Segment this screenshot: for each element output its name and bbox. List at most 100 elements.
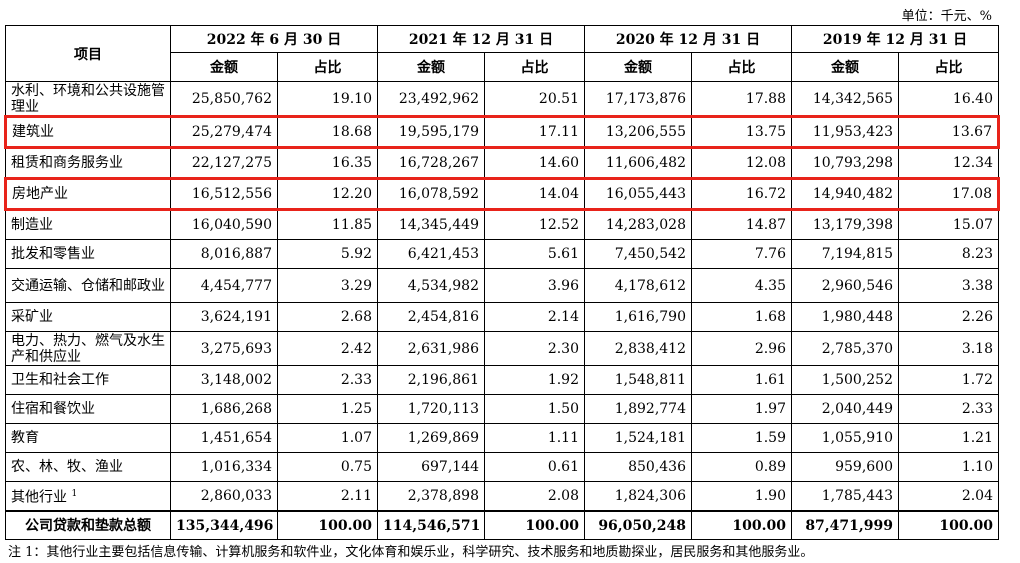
total-amount-cell: 96,050,248 [584, 510, 692, 540]
ratio-cell: 17.08 [898, 177, 1000, 211]
loan-industry-table: 项目 2022 年 6 月 30 日 2021 年 12 月 31 日 2020… [4, 25, 1000, 540]
industry-name-cell: 教育 [5, 423, 171, 453]
industry-name: 批发和零售业 [11, 246, 95, 262]
amount-cell: 1,686,268 [170, 394, 278, 424]
amount-cell: 6,421,453 [377, 239, 485, 269]
ratio-cell: 2.68 [277, 302, 378, 332]
footnote: 注 1：其他行业主要包括信息传输、计算机服务和软件业，文化体育和娱乐业，科学研究… [8, 545, 814, 560]
ratio-cell: 3.18 [898, 331, 999, 366]
ratio-cell: 4.35 [691, 268, 792, 303]
ratio-header: 占比 [484, 52, 585, 82]
total-amount-cell: 135,344,496 [170, 510, 278, 540]
amount-cell: 1,269,869 [377, 423, 485, 453]
amount-header: 金额 [791, 52, 899, 82]
ratio-cell: 19.10 [277, 81, 378, 117]
industry-name-cell: 农、林、牧、渔业 [5, 452, 171, 482]
ratio-cell: 2.96 [691, 331, 792, 366]
industry-name-cell: 租赁和商务服务业 [5, 147, 171, 179]
ratio-cell: 20.51 [484, 81, 585, 117]
industry-name: 其他行业 [11, 489, 67, 506]
ratio-cell: 2.26 [898, 302, 999, 332]
total-ratio-cell: 100.00 [484, 510, 585, 540]
industry-name-cell: 建筑业 [4, 115, 171, 149]
amount-cell: 2,860,033 [170, 481, 278, 512]
amount-cell: 1,824,306 [584, 481, 692, 512]
amount-cell: 4,454,777 [170, 268, 278, 303]
ratio-cell: 13.67 [898, 115, 1000, 149]
industry-name-cell: 其他行业 1 [5, 481, 171, 512]
ratio-cell: 3.38 [898, 268, 999, 303]
ratio-cell: 2.14 [484, 302, 585, 332]
amount-cell: 14,342,565 [791, 81, 899, 117]
unit-label: 单位：千元、% [901, 9, 992, 24]
table-row-highlighted: 建筑业 25,279,474 18.68 19,595,179 17.11 13,206,… [4, 115, 1000, 149]
ratio-cell: 1.10 [898, 452, 999, 482]
total-amount-cell: 87,471,999 [791, 510, 899, 540]
ratio-cell: 1.50 [484, 394, 585, 424]
amount-cell: 11,606,482 [584, 147, 692, 179]
industry-name: 农、林、牧、渔业 [11, 459, 123, 475]
ratio-cell: 17.88 [691, 81, 792, 117]
amount-cell: 1,548,811 [584, 365, 692, 395]
amount-cell: 8,016,887 [170, 239, 278, 269]
ratio-cell: 1.59 [691, 423, 792, 453]
ratio-cell: 1.21 [898, 423, 999, 453]
industry-name-cell: 采矿业 [5, 302, 171, 332]
industry-name: 采矿业 [11, 309, 53, 325]
ratio-cell: 17.11 [484, 115, 585, 149]
industry-name-cell: 卫生和社会工作 [5, 365, 171, 395]
amount-cell: 1,616,790 [584, 302, 692, 332]
total-ratio-cell: 100.00 [898, 510, 999, 540]
ratio-cell: 16.35 [277, 147, 378, 179]
ratio-cell: 1.97 [691, 394, 792, 424]
industry-name-cell: 住宿和餐饮业 [5, 394, 171, 424]
amount-cell: 10,793,298 [791, 147, 899, 179]
amount-cell: 3,275,693 [170, 331, 278, 366]
amount-cell: 2,196,861 [377, 365, 485, 395]
industry-name-cell: 交通运输、仓储和邮政业 [5, 268, 171, 303]
industry-name: 卫生和社会工作 [11, 372, 109, 388]
footnote-marker: 1 [71, 489, 78, 500]
amount-cell: 14,940,482 [791, 177, 899, 211]
total-row: 公司贷款和垫款总额 135,344,496 100.00 114,546,571… [5, 510, 999, 540]
amount-header: 金额 [170, 52, 278, 82]
header-row-periods: 项目 2022 年 6 月 30 日 2021 年 12 月 31 日 2020… [5, 25, 999, 82]
amount-cell: 17,173,876 [584, 81, 692, 117]
amount-cell: 2,040,449 [791, 394, 899, 424]
industry-name-cell: 电力、热力、燃气及水生产和供应业 [5, 331, 171, 366]
ratio-header: 占比 [898, 52, 999, 82]
amount-cell: 23,492,962 [377, 81, 485, 117]
period-header: 2021 年 12 月 31 日 [377, 25, 585, 53]
industry-name-cell: 水利、环境和公共设施管理业 [5, 81, 171, 117]
total-amount-cell: 114,546,571 [377, 510, 485, 540]
amount-cell: 4,534,982 [377, 268, 485, 303]
ratio-cell: 1.72 [898, 365, 999, 395]
table-row-highlighted: 房地产业 16,512,556 12.20 16,078,592 14.04 16,055… [4, 177, 1000, 211]
amount-cell: 7,450,542 [584, 239, 692, 269]
industry-name: 水利、环境和公共设施管理业 [11, 82, 165, 115]
amount-cell: 19,595,179 [377, 115, 485, 149]
amount-cell: 13,179,398 [791, 209, 899, 240]
ratio-cell: 0.89 [691, 452, 792, 482]
ratio-cell: 8.23 [898, 239, 999, 269]
table-row: 电力、热力、燃气及水生产和供应业 3,275,693 2.42 2,631,986 2.… [5, 331, 999, 366]
amount-cell: 4,178,612 [584, 268, 692, 303]
amount-cell: 3,624,191 [170, 302, 278, 332]
ratio-cell: 2.30 [484, 331, 585, 366]
amount-cell: 16,728,267 [377, 147, 485, 179]
table-row: 水利、环境和公共设施管理业 25,850,762 19.10 23,492,962 20… [5, 81, 999, 117]
ratio-cell: 1.68 [691, 302, 792, 332]
amount-cell: 25,850,762 [170, 81, 278, 117]
amount-cell: 1,055,910 [791, 423, 899, 453]
table-row: 卫生和社会工作 3,148,002 2.33 2,196,861 1.92 1,548,8… [5, 365, 999, 395]
ratio-cell: 2.11 [277, 481, 378, 512]
table-body: 水利、环境和公共设施管理业 25,850,762 19.10 23,492,962 20… [4, 81, 1000, 512]
ratio-cell: 2.04 [898, 481, 999, 512]
ratio-cell: 15.07 [898, 209, 999, 240]
table-row: 农、林、牧、渔业 1,016,334 0.75 697,144 0.61 850,436 0… [5, 452, 999, 482]
amount-cell: 25,279,474 [170, 115, 278, 149]
table-row: 制造业 16,040,590 11.85 14,345,449 12.52 14,283,… [5, 209, 999, 240]
amount-cell: 2,838,412 [584, 331, 692, 366]
amount-cell: 16,055,443 [584, 177, 692, 211]
industry-name-cell: 制造业 [5, 209, 171, 240]
